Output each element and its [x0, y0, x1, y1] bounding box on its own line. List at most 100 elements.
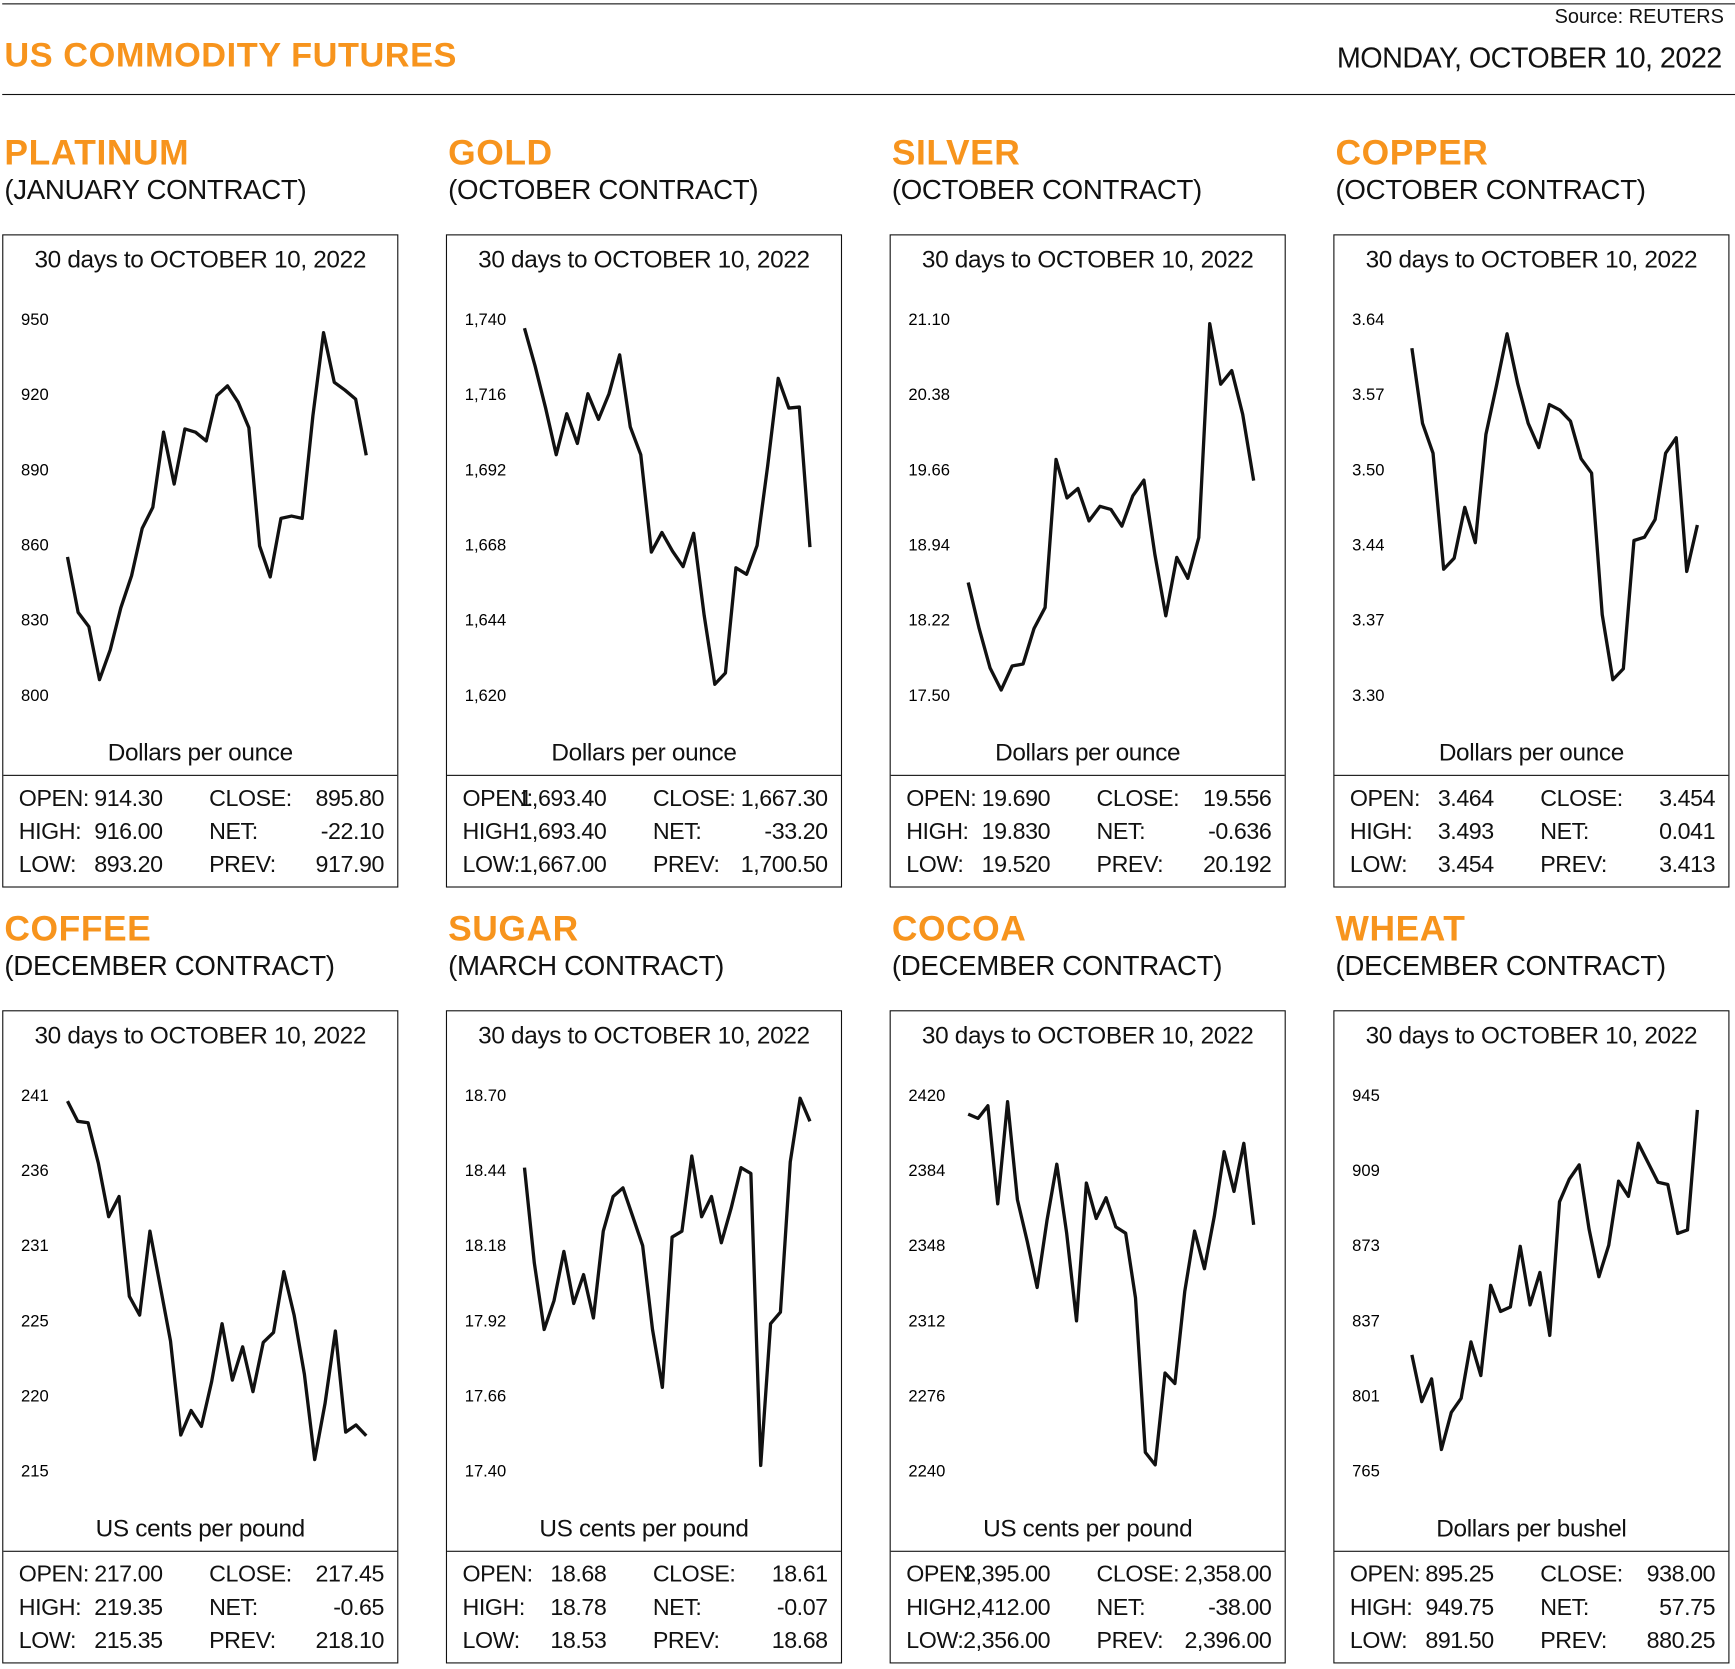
stat-value-open: 914.30: [94, 785, 163, 812]
stats-row: LOW: 18.53 PREV: 18.68: [462, 1625, 829, 1658]
y-tick-label: 17.40: [465, 1462, 507, 1481]
y-tick-label: 800: [21, 686, 49, 705]
stat-label-net: NET:: [1096, 819, 1146, 845]
commodity-name: COCOA: [891, 908, 1027, 949]
commodity-name: GOLD: [448, 132, 553, 173]
stat-label-low: LOW:: [1349, 1628, 1408, 1654]
divider: [447, 774, 841, 776]
stat-value-prev: 218.10: [315, 1628, 385, 1654]
stat-label-prev: PREV:: [652, 852, 720, 878]
y-tick-label: 1,668: [465, 535, 507, 554]
y-tick-label: 225: [21, 1311, 49, 1330]
page-title: US COMMODITY FUTURES: [4, 35, 457, 75]
stat-label-prev: PREV:: [1540, 1628, 1607, 1654]
stat-value-low: 215.35: [94, 1628, 163, 1654]
unit-label: Dollars per ounce: [107, 738, 293, 766]
stat-value-open: 1,693.40: [519, 785, 607, 812]
y-tick-label: 21.10: [908, 310, 950, 329]
stat-label-low: LOW:: [906, 1628, 964, 1654]
source-credit: Source: REUTERS: [1554, 5, 1724, 28]
stat-label-close: CLOSE:: [209, 1561, 292, 1588]
series-line: [522, 327, 812, 686]
stat-value-net: -38.00: [1208, 1594, 1272, 1621]
stat-value-open: 18.68: [550, 1561, 607, 1588]
commodity-name: COFFEE: [4, 908, 152, 949]
line-chart: 3.30 3.37 3.44 3.50 3.57 3.64: [1352, 310, 1699, 705]
contract-label: (OCTOBER CONTRACT): [1335, 174, 1646, 206]
stats-row: HIGH: 2,412.00 NET: -38.00: [906, 1592, 1272, 1625]
unit-label: Dollars per ounce: [551, 738, 737, 766]
stats-row: OPEN: 2,395.00 CLOSE: 2,358.00: [906, 1558, 1272, 1591]
divider: [890, 774, 1285, 776]
commodity-name: COPPER: [1335, 132, 1489, 173]
y-tick-label: 873: [1352, 1236, 1380, 1255]
stat-value-prev: 3.413: [1659, 852, 1716, 878]
stat-value-close: 1,667.30: [740, 785, 828, 812]
stat-label-close: CLOSE:: [1096, 785, 1180, 812]
stat-value-close: 3.454: [1659, 785, 1716, 812]
stats-row: OPEN: 19.690 CLOSE: 19.556: [906, 783, 1272, 816]
stats-row: HIGH: 219.35 NET: -0.65: [19, 1592, 385, 1625]
y-tick-label: 231: [21, 1236, 49, 1255]
stat-label-high: HIGH:: [462, 1594, 526, 1621]
y-tick-label: 909: [1352, 1161, 1380, 1180]
stats-row: HIGH: 19.830 NET: -0.636: [906, 816, 1272, 849]
stat-label-net: NET:: [209, 819, 258, 845]
divider: [1334, 774, 1729, 776]
divider: [3, 1550, 398, 1552]
y-tick-label: 1,716: [465, 385, 507, 404]
stat-value-low: 891.50: [1425, 1628, 1494, 1654]
line-chart: 17.40 17.66 17.92 18.18 18.44 18.70: [465, 1086, 812, 1481]
stat-label-open: OPEN:: [18, 1561, 90, 1588]
y-tick-label: 220: [21, 1387, 49, 1406]
stat-label-open: OPEN:: [462, 785, 534, 812]
stat-label-high: HIGH:: [1349, 1594, 1413, 1621]
contract-label: (OCTOBER CONTRACT): [448, 174, 759, 206]
stat-label-open: OPEN:: [18, 785, 90, 812]
stat-label-net: NET:: [1096, 1594, 1146, 1621]
stats-row: OPEN: 895.25 CLOSE: 938.00: [1350, 1558, 1716, 1591]
chart-box: 30 days to OCTOBER 10, 2022 765 801 837 873…: [1333, 1010, 1730, 1664]
y-tick-label: 215: [21, 1462, 49, 1481]
stat-value-prev: 20.192: [1202, 852, 1272, 878]
stats-row: LOW: 19.520 PREV: 20.192: [906, 849, 1272, 882]
stat-label-net: NET:: [1540, 1594, 1589, 1621]
chart-subtitle: 30 days to OCTOBER 10, 2022: [478, 245, 810, 274]
y-tick-label: 3.64: [1352, 310, 1384, 329]
stat-value-low: 1,667.00: [519, 852, 607, 878]
stat-value-high: 949.75: [1425, 1594, 1494, 1621]
stats-row: OPEN: 3.464 CLOSE: 3.454: [1350, 783, 1716, 816]
stat-value-high: 3.493: [1437, 819, 1494, 845]
stats-row: OPEN: 217.00 CLOSE: 217.45: [18, 1558, 385, 1591]
stat-label-low: LOW:: [462, 1628, 521, 1654]
y-tick-label: 18.70: [465, 1086, 507, 1105]
y-tick-label: 837: [1352, 1311, 1380, 1330]
stat-value-high: 219.35: [94, 1594, 163, 1621]
stat-label-close: CLOSE:: [652, 1561, 736, 1588]
commodity-name: SUGAR: [448, 908, 579, 949]
stat-value-prev: 1,700.50: [740, 852, 828, 878]
stat-value-prev: 880.25: [1646, 1628, 1716, 1654]
chart-subtitle: 30 days to OCTOBER 10, 2022: [34, 245, 367, 274]
y-tick-label: 1,692: [465, 460, 507, 479]
divider: [1334, 1550, 1729, 1552]
stats-row: HIGH: 3.493 NET: 0.041: [1349, 816, 1716, 849]
chart-box: 30 days to OCTOBER 10, 2022 800 830 860 890…: [2, 234, 399, 888]
stat-value-open: 217.00: [94, 1561, 163, 1588]
y-tick-label: 801: [1352, 1387, 1380, 1406]
series-line: [66, 1100, 368, 1462]
stat-value-high: 19.830: [981, 819, 1051, 845]
stat-value-high: 916.00: [94, 819, 163, 845]
stat-label-net: NET:: [1540, 819, 1589, 845]
stat-value-open: 19.690: [981, 785, 1051, 812]
y-tick-label: 18.18: [465, 1236, 507, 1255]
stat-label-high: HIGH:: [1349, 819, 1413, 845]
y-tick-label: 20.38: [908, 385, 950, 404]
stats-table: OPEN: 914.30 CLOSE: 895.80 HIGH: 916.00 …: [18, 783, 385, 882]
stat-value-net: -22.10: [320, 819, 385, 845]
stat-value-high: 1,693.40: [519, 819, 607, 845]
y-tick-label: 860: [21, 535, 49, 554]
stat-value-low: 3.454: [1437, 852, 1494, 878]
stat-value-prev: 18.68: [771, 1628, 828, 1654]
contract-label: (DECEMBER CONTRACT): [1335, 950, 1667, 982]
